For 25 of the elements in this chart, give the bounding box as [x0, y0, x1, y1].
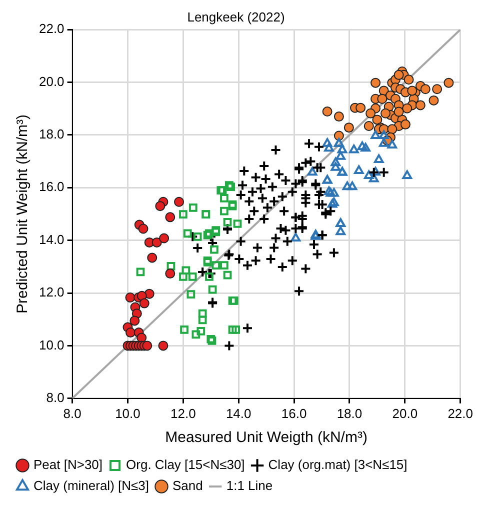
x-tick-label: 12.0 [170, 406, 196, 421]
legend-label: Sand [172, 478, 203, 494]
y-tick-label: 8.0 [46, 390, 64, 405]
chart-title: Lengkeek (2022) [187, 9, 285, 24]
legend-label: Peat [N>30] [34, 457, 103, 472]
legend-label: Clay (mineral) [N≤3] [34, 478, 149, 494]
y-tick-label: 22.0 [38, 21, 64, 36]
x-tick-label: 14.0 [226, 406, 252, 421]
y-tick-label: 18.0 [38, 126, 64, 142]
y-tick-label: 20.0 [38, 74, 64, 89]
x-tick-label: 16.0 [281, 406, 307, 421]
x-tick-label: 10.0 [115, 406, 140, 421]
legend-label: Clay (org.mat) [3<N≤15] [268, 457, 408, 472]
legend-label: Org. Clay [15<N≤30] [126, 457, 245, 472]
y-axis-title: Predicted Unit Weight (kN/m³) [14, 114, 32, 314]
y-tick-label: 16.0 [38, 179, 64, 194]
x-tick-label: 18.0 [336, 406, 362, 421]
y-tick-label: 12.0 [38, 284, 64, 300]
legend-label: 1:1 Line [226, 478, 273, 494]
y-tick-label: 10.0 [38, 337, 64, 352]
x-axis-title: Measured Unit Weigth (kN/m³) [165, 429, 368, 446]
y-tick-label: 14.0 [38, 232, 64, 247]
x-tick-label: 22.0 [448, 406, 474, 421]
x-tick-label: 20.0 [392, 406, 418, 421]
x-tick-label: 8.0 [63, 406, 82, 421]
